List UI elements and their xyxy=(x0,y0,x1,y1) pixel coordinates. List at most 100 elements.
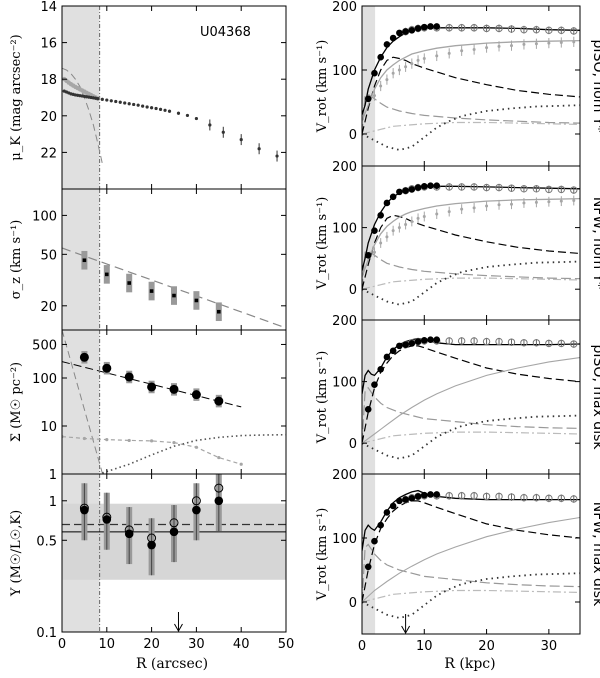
sigma-point xyxy=(194,298,199,303)
mu-point xyxy=(114,99,118,104)
rc-halo-line xyxy=(362,121,580,135)
mu-point xyxy=(100,97,104,101)
sigma-point xyxy=(172,293,176,298)
panel-rc1: pISO, nom Υ* 0 100 200 V_rot (km s⁻¹) xyxy=(315,0,600,167)
Sigma-point xyxy=(147,382,157,392)
rc-open-point xyxy=(445,24,453,32)
rc-filled-point xyxy=(377,211,384,219)
rc-filled-point xyxy=(420,337,428,344)
rc-open-point xyxy=(482,492,491,501)
rc-open-point xyxy=(457,183,466,191)
rc-gray-point xyxy=(509,44,513,48)
rc-gray-point xyxy=(547,200,551,204)
y-tick-label: 200 xyxy=(332,314,357,329)
rc-open-point xyxy=(470,337,478,345)
rc-open-point xyxy=(482,183,491,192)
Upsilon-filled-point xyxy=(214,496,224,506)
left-x-axis-label: R (arcsec) xyxy=(136,656,208,672)
x-tick-label: 0 xyxy=(58,637,66,652)
sigma-point xyxy=(149,289,154,293)
rc-bulge-line xyxy=(362,93,580,135)
Sigma-gas-point xyxy=(150,439,154,443)
mu-point xyxy=(105,98,109,102)
mu-point xyxy=(123,101,127,105)
rc-open-point xyxy=(470,183,478,191)
Sigma-point xyxy=(79,352,89,362)
Upsilon-open-point xyxy=(214,483,224,493)
y-tick-label: 0 xyxy=(349,596,357,611)
mu-point xyxy=(221,130,225,134)
mu-point xyxy=(163,108,167,112)
rc-filled-point xyxy=(377,365,384,373)
panel-rc3: pISO, max disk 0 100 200 V_rot (km s⁻¹) xyxy=(315,314,600,475)
rc-open-point xyxy=(570,27,578,35)
rc-filled-point xyxy=(364,95,372,103)
y-tick-label: 14 xyxy=(40,0,57,15)
y-tick-label: 0 xyxy=(349,283,357,298)
rc-gray-point xyxy=(522,201,526,205)
Sigma-point xyxy=(191,390,201,400)
panel-Sigma: 1 10 100 500 Σ (M☉ pc⁻²) xyxy=(9,329,287,483)
rc-halo-line xyxy=(362,431,580,444)
rc-gray-point xyxy=(447,51,451,55)
rc-gray-point xyxy=(509,202,513,206)
rc-filled-point xyxy=(377,521,384,529)
rc-filled-point xyxy=(371,537,378,545)
y-tick-label: 22 xyxy=(40,146,57,161)
shaded-inner-region xyxy=(362,320,376,474)
rc-open-point xyxy=(557,494,566,503)
rc-gas-dot-line xyxy=(362,572,580,619)
rc-filled-point xyxy=(408,340,416,347)
y-tick-label: 200 xyxy=(332,160,357,175)
Upsilon-filled-point xyxy=(169,527,179,537)
rc-gray-point xyxy=(559,40,563,44)
rc-filled-point xyxy=(396,188,403,196)
Sigma-point xyxy=(102,363,112,373)
y-axis-label-mu: μ_K (mag arcsec⁻²) xyxy=(9,34,24,160)
Sigma-gas-point xyxy=(217,455,221,460)
rc-filled-point xyxy=(402,341,409,348)
rc-filled-point xyxy=(371,381,378,388)
plot-area-rc2 xyxy=(362,166,580,320)
x-tick-label: 30 xyxy=(188,637,205,652)
y-axis-label-rc1: V_rot (km s⁻¹) xyxy=(315,40,330,134)
rc-open-point xyxy=(495,337,503,346)
plot-area-rc3 xyxy=(362,320,580,474)
rc-gas-dot-line xyxy=(362,414,580,460)
mu-point xyxy=(158,107,163,111)
rc-bulge-line xyxy=(362,250,580,290)
rc-filled-point xyxy=(408,27,416,34)
mu-point xyxy=(150,106,154,110)
y-tick-label: 20 xyxy=(40,300,57,315)
rc-panel-label: NFW, nom Υ* xyxy=(590,197,600,289)
rc-filled-point xyxy=(371,227,378,234)
mu-point xyxy=(176,111,181,115)
x-tick-label: 10 xyxy=(99,637,116,652)
y-tick-label: 100 xyxy=(332,532,357,547)
rc-filled-point xyxy=(414,25,422,32)
mu-point xyxy=(109,99,113,103)
y-axis-label-Upsilon: Υ (M☉/L☉,K) xyxy=(9,510,24,597)
rc-halo-gray-line xyxy=(362,516,580,603)
y-tick-label: 0.5 xyxy=(36,534,57,549)
Sigma-point xyxy=(214,396,224,406)
panel-frame xyxy=(361,319,581,475)
rc-gray-point xyxy=(422,56,426,60)
y-axis-label-rc3: V_rot (km s⁻¹) xyxy=(315,351,330,445)
Upsilon-open-point xyxy=(191,496,201,506)
panel-frame xyxy=(361,473,581,635)
rc-filled-point xyxy=(377,53,384,61)
rc-filled-point xyxy=(402,28,409,35)
mu-point xyxy=(239,137,243,142)
rc-open-point xyxy=(557,339,566,348)
rc-filled-point xyxy=(389,502,397,510)
rc-gray-point xyxy=(447,210,451,214)
rc-panel-label: NFW, max disk xyxy=(590,502,600,607)
x-tick-label: 10 xyxy=(416,639,433,654)
y-tick-label: 200 xyxy=(332,468,357,483)
mu-point xyxy=(132,102,136,107)
Upsilon-filled-point xyxy=(80,505,89,515)
Sigma-gas-point xyxy=(239,462,243,466)
Sigma-gas-point xyxy=(105,438,109,442)
rc-filled-point xyxy=(433,336,441,344)
